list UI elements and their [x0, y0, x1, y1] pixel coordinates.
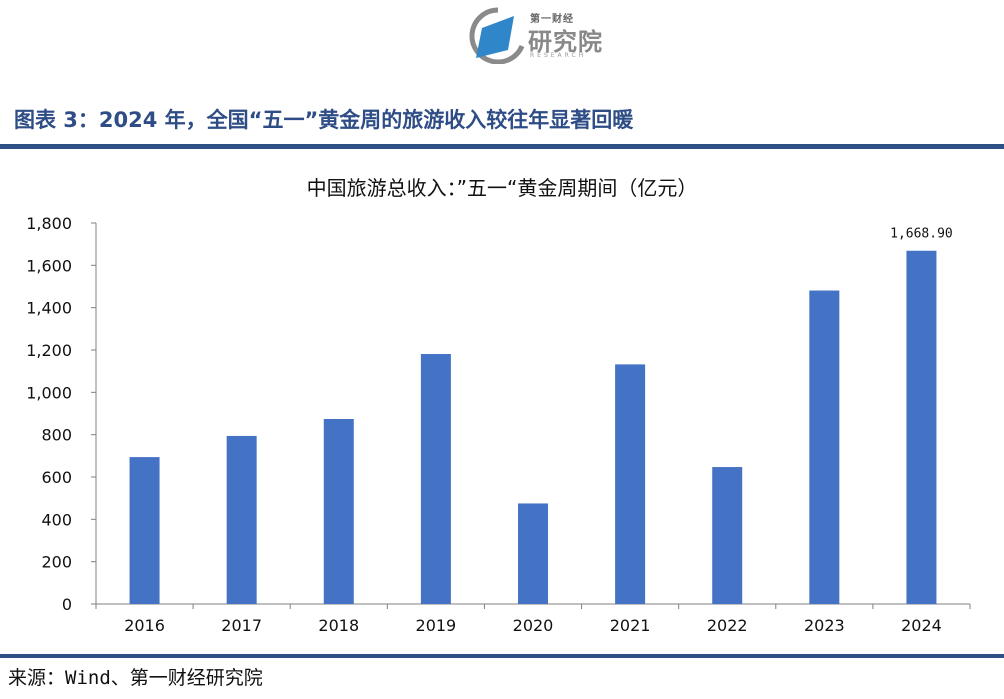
x-tick-label: 2018: [318, 616, 359, 635]
bars: [129, 250, 937, 604]
y-tick-label: 1,800: [26, 214, 72, 233]
bar-2017: [226, 435, 257, 604]
x-tick-label: 2016: [124, 616, 165, 635]
logo-sub-text: RESEARCH: [530, 52, 587, 59]
y-tick-label: 1,600: [26, 256, 72, 275]
brand-logo: 第一财经 研究院 RESEARCH: [468, 6, 608, 64]
figure-title: 图表 3：2024 年，全国“五一”黄金周的旅游收入较往年显著回暖: [14, 108, 634, 132]
y-tick-label: 1,400: [26, 299, 72, 318]
x-tick-label: 2020: [513, 616, 554, 635]
y-axis: 0 200 400 600 800 1,000 1,200 1,400 1,600 1,800: [26, 214, 97, 614]
data-labels: 1,668.90: [890, 227, 953, 242]
bar-2020: [518, 503, 548, 604]
logo-emblem-icon: [469, 7, 525, 64]
y-tick-label: 200: [41, 553, 72, 572]
bar-2016: [129, 457, 160, 604]
y-tick-label: 0: [62, 595, 72, 614]
y-tick-label: 800: [41, 426, 72, 445]
logo-main-text: 研究院: [528, 28, 603, 56]
bar-2023: [809, 290, 840, 604]
bar-2021: [615, 364, 646, 604]
x-tick-label: 2021: [610, 616, 651, 635]
bar-2024: [906, 250, 937, 604]
x-tick-label: 2023: [804, 616, 845, 635]
y-tick-label: 400: [41, 510, 72, 529]
y-tick-label: 1,000: [26, 383, 72, 402]
x-tick-label: 2024: [901, 616, 942, 635]
logo-top-text: 第一财经: [530, 14, 574, 25]
title-divider: [0, 144, 1004, 149]
source-note: 来源：Wind、第一财经研究院: [8, 667, 263, 689]
footer-divider: [0, 654, 1004, 658]
bar-2018: [323, 419, 354, 604]
data-label: 1,668.90: [890, 227, 953, 242]
y-tick-label: 1,200: [26, 341, 72, 360]
x-tick-label: 2017: [221, 616, 262, 635]
bar-2019: [420, 354, 451, 604]
y-tick-label: 600: [41, 468, 72, 487]
chart-title: 中国旅游总收入：”五一“黄金周期间（亿元）: [306, 176, 698, 200]
bar-2022: [712, 467, 743, 604]
x-tick-label: 2022: [707, 616, 748, 635]
x-axis: 2016 2017 2018 2019 2020 2021 2022 2023 2024: [95, 603, 971, 635]
x-tick-label: 2019: [416, 616, 457, 635]
